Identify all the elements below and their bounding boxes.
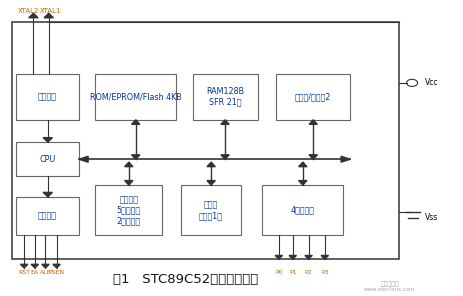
Polygon shape — [29, 13, 38, 18]
Polygon shape — [340, 156, 350, 162]
Bar — [12, 22, 398, 259]
Text: 电子发烧友: 电子发烧友 — [380, 281, 398, 287]
Polygon shape — [304, 255, 312, 259]
Text: RST: RST — [18, 271, 30, 275]
Bar — [16, 74, 79, 120]
Text: P2: P2 — [304, 271, 312, 275]
Bar — [16, 142, 79, 176]
Text: ROM/EPROM/Flash 4KB: ROM/EPROM/Flash 4KB — [90, 92, 181, 102]
Text: Vss: Vss — [424, 213, 437, 222]
Polygon shape — [131, 155, 140, 159]
Bar — [181, 185, 241, 235]
Text: ALE: ALE — [39, 271, 51, 275]
Text: CPU: CPU — [39, 155, 56, 164]
Polygon shape — [220, 155, 229, 159]
Polygon shape — [298, 162, 307, 167]
Polygon shape — [206, 162, 215, 167]
Polygon shape — [42, 264, 49, 268]
Text: PSEN: PSEN — [49, 271, 64, 275]
Bar — [262, 185, 343, 235]
Polygon shape — [206, 181, 215, 185]
Text: RAM128B
SFR 21个: RAM128B SFR 21个 — [206, 87, 244, 107]
Polygon shape — [53, 264, 60, 268]
Text: 串行口
全双工1个: 串行口 全双工1个 — [199, 200, 223, 220]
Bar — [95, 185, 162, 235]
Text: 图1   STC89C52单片机结构图: 图1 STC89C52单片机结构图 — [113, 273, 258, 286]
Text: P0: P0 — [275, 271, 282, 275]
Polygon shape — [298, 181, 307, 185]
Bar — [275, 74, 350, 120]
Polygon shape — [79, 156, 88, 162]
Bar — [95, 74, 176, 120]
Polygon shape — [220, 120, 229, 124]
Text: 时钟电路: 时钟电路 — [38, 92, 57, 102]
Polygon shape — [31, 264, 38, 268]
Text: Vcc: Vcc — [424, 78, 437, 87]
Polygon shape — [308, 120, 317, 124]
Polygon shape — [131, 120, 140, 124]
Text: P3: P3 — [320, 271, 328, 275]
Polygon shape — [288, 255, 296, 259]
Polygon shape — [320, 255, 328, 259]
Polygon shape — [124, 181, 133, 185]
Text: 定时个/计数器2: 定时个/计数器2 — [294, 92, 331, 102]
Bar — [192, 74, 257, 120]
Polygon shape — [43, 192, 52, 197]
Polygon shape — [44, 13, 53, 18]
Text: www.elecfans.com: www.elecfans.com — [363, 287, 414, 292]
Text: P1: P1 — [288, 271, 296, 275]
Polygon shape — [275, 255, 282, 259]
Bar — [16, 197, 79, 235]
Text: 4个并行口: 4个并行口 — [290, 206, 314, 215]
Text: XTAL2: XTAL2 — [18, 8, 39, 14]
Text: 总线控制: 总线控制 — [38, 212, 57, 221]
Polygon shape — [308, 155, 317, 159]
Text: XTAL1: XTAL1 — [40, 8, 62, 14]
Polygon shape — [20, 264, 28, 268]
Polygon shape — [124, 162, 133, 167]
Text: 中断系统
5个中断源
2个优先级: 中断系统 5个中断源 2个优先级 — [117, 195, 140, 225]
Text: EA: EA — [31, 271, 39, 275]
Polygon shape — [43, 138, 52, 142]
